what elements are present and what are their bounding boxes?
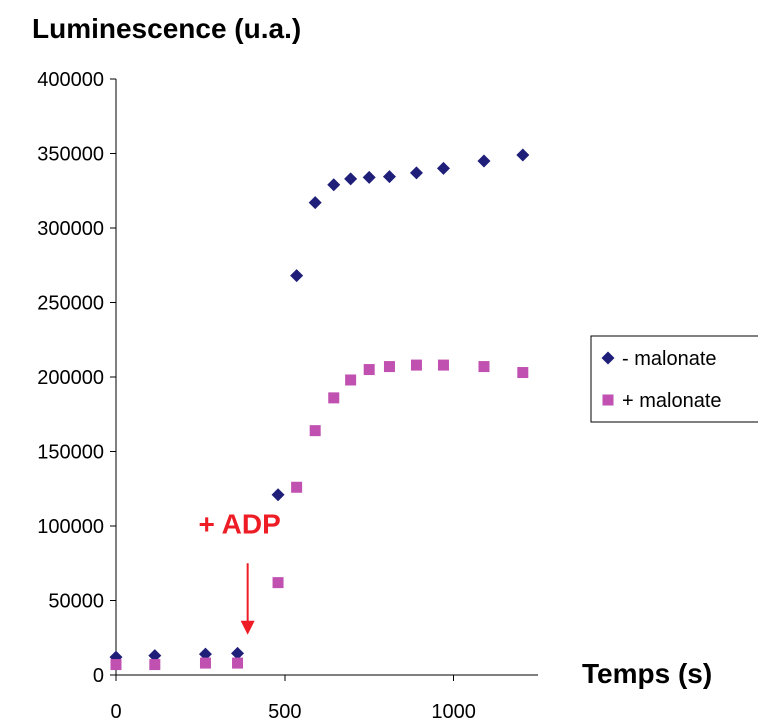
data-point-square: [517, 367, 529, 379]
axes: [115, 79, 538, 676]
y-tick-label: 300000: [37, 218, 104, 240]
data-point-square: [478, 361, 490, 373]
data-point-square: [291, 481, 303, 493]
annotation-layer: + ADP: [199, 508, 281, 635]
data-point-diamond: [477, 154, 491, 168]
y-axis-ticks: 0 50000 100000 150000 200000 250000 300000 3500…: [37, 69, 116, 687]
data-point-diamond: [409, 166, 423, 180]
series-1: [109, 148, 530, 664]
series-layer: [109, 148, 530, 671]
data-point-diamond: [198, 647, 212, 661]
y-tick-label: 50000: [48, 591, 104, 613]
data-point-square: [309, 425, 321, 437]
data-point-diamond: [382, 170, 396, 184]
data-point-diamond: [436, 161, 450, 175]
y-tick-label: 0: [93, 665, 104, 687]
data-point-diamond: [327, 178, 341, 192]
x-axis-ticks: 0 500 1000: [110, 675, 476, 722]
x-axis-label: Temps (s): [582, 658, 712, 689]
y-tick-label: 100000: [37, 516, 104, 538]
data-point-diamond: [271, 488, 285, 502]
data-point-diamond: [148, 649, 162, 663]
data-point-square: [328, 392, 340, 404]
data-point-diamond: [308, 196, 322, 210]
data-point-square: [232, 657, 244, 669]
data-point-square: [345, 374, 357, 386]
legend-marker-square: [602, 394, 614, 406]
legend-label: + malonate: [622, 390, 722, 412]
data-point-square: [437, 359, 449, 371]
data-point-square: [110, 659, 122, 671]
data-point-square: [363, 364, 375, 376]
legend-box: [590, 335, 758, 423]
legend-marker-diamond: [601, 351, 615, 365]
annotation-label: + ADP: [199, 508, 281, 539]
y-tick-label: 200000: [37, 367, 104, 389]
y-tick-label: 250000: [37, 293, 104, 315]
data-point-square: [272, 577, 284, 589]
data-point-diamond: [231, 646, 245, 660]
data-point-diamond: [362, 170, 376, 184]
x-tick-label: 1000: [431, 701, 476, 722]
data-point-diamond: [290, 269, 304, 283]
data-point-square: [410, 359, 422, 371]
chart-title: Luminescence (u.a.): [32, 13, 301, 44]
legend: - malonate + malonate: [590, 335, 758, 423]
data-point-square: [149, 659, 161, 671]
series-2: [110, 359, 529, 671]
y-tick-label: 350000: [37, 144, 104, 166]
annotation-arrow-head: [240, 620, 255, 635]
x-tick-label: 500: [268, 701, 301, 722]
y-tick-label: 150000: [37, 442, 104, 464]
data-point-diamond: [344, 172, 358, 186]
y-tick-label: 400000: [37, 69, 104, 91]
data-point-square: [199, 657, 211, 669]
data-point-diamond: [516, 148, 530, 162]
x-tick-label: 0: [110, 701, 121, 722]
data-point-square: [383, 361, 395, 373]
legend-items: - malonate + malonate: [601, 348, 722, 412]
legend-label: - malonate: [622, 348, 717, 370]
